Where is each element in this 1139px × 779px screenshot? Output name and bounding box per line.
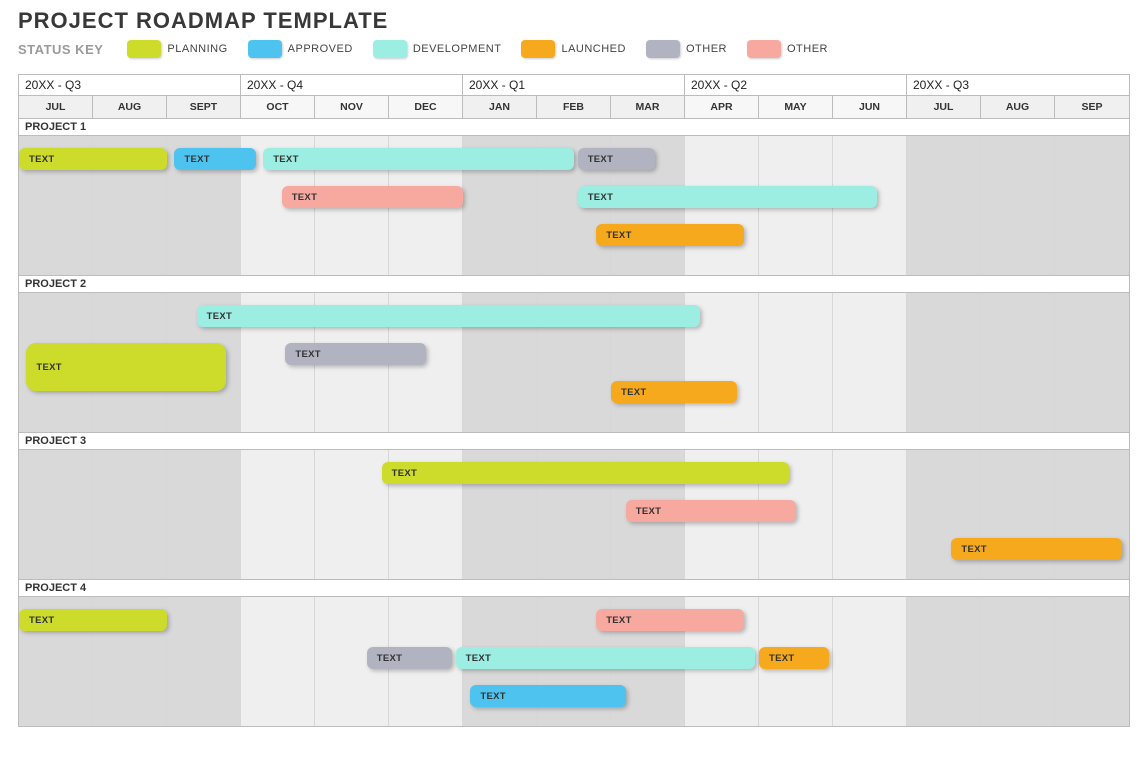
project-bars: TEXT TEXT TEXT TEXT TEXT TEXT (19, 597, 1129, 726)
gantt-bar-label: TEXT (961, 544, 986, 555)
gantt-bar-label: TEXT (29, 615, 54, 626)
gantt-bar-label: TEXT (295, 349, 320, 360)
gantt-bar-label: TEXT (273, 154, 298, 165)
gantt-bar-label: TEXT (292, 192, 317, 203)
month-header: JUL (907, 96, 981, 119)
page-title: PROJECT ROADMAP TEMPLATE (0, 0, 1139, 36)
legend-swatch (521, 40, 555, 58)
project-bars: TEXT TEXT TEXT (19, 450, 1129, 579)
project-label: PROJECT 3 (18, 433, 1130, 450)
project-label: PROJECT 4 (18, 580, 1130, 597)
gantt-bar[interactable]: TEXT (174, 148, 255, 170)
month-header: APR (685, 96, 759, 119)
legend-label: PLANNING (167, 43, 227, 55)
gantt-bar[interactable]: TEXT (197, 305, 700, 327)
status-key-label: STATUS KEY (18, 42, 103, 57)
timeline-header: 20XX - Q320XX - Q420XX - Q120XX - Q220XX… (18, 74, 1130, 119)
legend-label: APPROVED (288, 43, 353, 55)
project-label: PROJECT 2 (18, 276, 1130, 293)
gantt-bar-label: TEXT (392, 468, 417, 479)
legend-swatch (747, 40, 781, 58)
legend-label: DEVELOPMENT (413, 43, 502, 55)
project-label: PROJECT 1 (18, 119, 1130, 136)
legend-swatch (373, 40, 407, 58)
legend-label: OTHER (686, 43, 727, 55)
gantt-bar[interactable]: TEXT (456, 647, 756, 669)
gantt-bar-label: TEXT (36, 362, 61, 373)
legend-item: OTHER (646, 40, 727, 58)
project-bars: TEXT TEXT TEXT TEXT TEXT TEXT TEXT (19, 136, 1129, 275)
gantt-bar[interactable]: TEXT (596, 224, 744, 246)
gantt-bar[interactable]: TEXT (282, 186, 463, 208)
gantt-bar-label: TEXT (29, 154, 54, 165)
status-key-legend: STATUS KEY PLANNING APPROVED DEVELOPMENT LA… (0, 36, 1139, 68)
gantt-bar[interactable]: TEXT (382, 462, 789, 484)
legend-item: OTHER (747, 40, 828, 58)
legend-label: LAUNCHED (561, 43, 626, 55)
month-header: NOV (315, 96, 389, 119)
projects-container: PROJECT 1 TEXT TEXT TEXT TEXT TEXT TEXT TEXT PRO… (0, 119, 1139, 727)
month-header: FEB (537, 96, 611, 119)
quarter-label: 20XX - Q1 (463, 75, 685, 95)
gantt-bar-label: TEXT (466, 653, 491, 664)
gantt-bar[interactable]: TEXT (578, 148, 656, 170)
gantt-bar[interactable]: TEXT (19, 148, 167, 170)
month-header: AUG (981, 96, 1055, 119)
project-body: TEXT TEXT TEXT (18, 450, 1130, 580)
month-header: MAY (759, 96, 833, 119)
legend-item: DEVELOPMENT (373, 40, 502, 58)
quarter-label: 20XX - Q2 (685, 75, 907, 95)
month-header: MAR (611, 96, 685, 119)
month-header: JAN (463, 96, 537, 119)
gantt-bar[interactable]: TEXT (578, 186, 878, 208)
months-row: JULAUGSEPTOCTNOVDECJANFEBMARAPRMAYJUNJUL… (19, 96, 1129, 119)
gantt-bar[interactable]: TEXT (611, 381, 737, 403)
gantt-bar[interactable]: TEXT (951, 538, 1121, 560)
gantt-bar[interactable]: TEXT (263, 148, 574, 170)
month-header: AUG (93, 96, 167, 119)
gantt-bar[interactable]: TEXT (470, 685, 625, 707)
legend-item: APPROVED (248, 40, 353, 58)
gantt-bar-label: TEXT (636, 506, 661, 517)
gantt-bar-label: TEXT (588, 154, 613, 165)
quarter-label: 20XX - Q3 (907, 75, 1129, 95)
quarter-label: 20XX - Q4 (241, 75, 463, 95)
gantt-bar-label: TEXT (606, 230, 631, 241)
project-body: TEXT TEXT TEXT TEXT TEXT TEXT (18, 597, 1130, 727)
gantt-bar-label: TEXT (480, 691, 505, 702)
gantt-bar-label: TEXT (769, 653, 794, 664)
gantt-bar[interactable]: TEXT (19, 609, 167, 631)
month-header: JUN (833, 96, 907, 119)
gantt-bar-label: TEXT (621, 387, 646, 398)
month-header: SEP (1055, 96, 1129, 119)
project-body: TEXT TEXT TEXT TEXT TEXT TEXT TEXT (18, 136, 1130, 276)
month-header: OCT (241, 96, 315, 119)
month-header: DEC (389, 96, 463, 119)
gantt-bar-label: TEXT (184, 154, 209, 165)
quarter-label: 20XX - Q3 (19, 75, 241, 95)
gantt-bar[interactable]: TEXT (285, 343, 426, 365)
gantt-bar-label: TEXT (207, 311, 232, 322)
legend-item: LAUNCHED (521, 40, 626, 58)
gantt-bar[interactable]: TEXT (596, 609, 744, 631)
legend-swatch (127, 40, 161, 58)
project-bars: TEXT TEXT TEXT TEXT (19, 293, 1129, 432)
gantt-bar[interactable]: TEXT (26, 343, 226, 391)
legend-swatch (646, 40, 680, 58)
gantt-bar[interactable]: TEXT (367, 647, 452, 669)
legend-item: PLANNING (127, 40, 227, 58)
gantt-bar-label: TEXT (377, 653, 402, 664)
gantt-bar[interactable]: TEXT (626, 500, 796, 522)
month-header: SEPT (167, 96, 241, 119)
gantt-bar-label: TEXT (588, 192, 613, 203)
gantt-bar-label: TEXT (606, 615, 631, 626)
month-header: JUL (19, 96, 93, 119)
legend-label: OTHER (787, 43, 828, 55)
gantt-bar[interactable]: TEXT (759, 647, 829, 669)
quarters-row: 20XX - Q320XX - Q420XX - Q120XX - Q220XX… (19, 75, 1129, 96)
project-body: TEXT TEXT TEXT TEXT (18, 293, 1130, 433)
legend-swatch (248, 40, 282, 58)
